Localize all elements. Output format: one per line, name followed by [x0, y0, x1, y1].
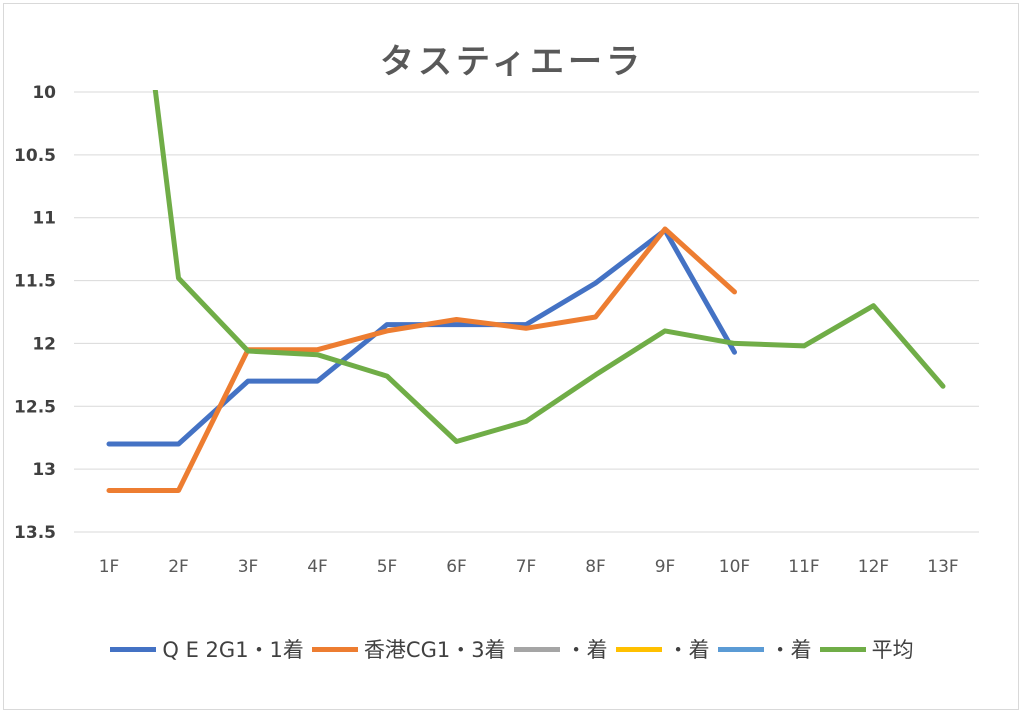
- legend-swatch: [819, 646, 866, 652]
- y-tick-label: 12: [32, 334, 56, 354]
- legend-label: ・着: [565, 638, 608, 662]
- x-tick-label: 2F: [168, 557, 189, 577]
- legend-swatch: [717, 646, 764, 652]
- legend-label: Q E 2G1・1着: [162, 638, 304, 662]
- x-tick-label: 8F: [585, 557, 606, 577]
- legend-swatch: [513, 646, 560, 652]
- legend-swatch: [110, 646, 157, 652]
- legend-label: ・着: [769, 638, 812, 662]
- legend-item: 香港CG1・3着: [311, 634, 506, 664]
- x-axis-ticks: 1F 2F 3F 4F 5F 6F 7F 8F 9F 10F 11F 12F 13F: [99, 557, 959, 577]
- legend-label: 平均: [871, 638, 914, 662]
- x-tick-label: 6F: [446, 557, 467, 577]
- x-tick-label: 12F: [858, 557, 889, 577]
- plot-area: 10 10.5 11 11.5 12 12.5 13 13.5 1F 2F 3F 4F 5F 6F 7F 8…: [14, 83, 979, 577]
- legend-item: 平均: [819, 634, 914, 664]
- series-lines: [106, 90, 946, 493]
- y-tick-label: 13: [32, 460, 56, 480]
- y-tick-label: 10.5: [14, 146, 56, 166]
- legend-label: 香港CG1・3着: [363, 638, 506, 662]
- x-tick-label: 4F: [307, 557, 328, 577]
- x-tick-label: 7F: [516, 557, 537, 577]
- legend-item: Q E 2G1・1着: [110, 634, 304, 664]
- x-tick-label: 3F: [238, 557, 259, 577]
- x-tick-label: 9F: [655, 557, 676, 577]
- legend-item: ・着: [615, 634, 710, 664]
- series-line-1: [106, 226, 737, 493]
- chart-area: タスティエーラ 10 10.5 11 11.5 12 12.5 13 13.5 1F 2F 3F 4…: [3, 3, 1019, 710]
- series-line-5: [152, 90, 946, 444]
- legend-item: ・着: [513, 634, 608, 664]
- chart-title: タスティエーラ: [380, 42, 644, 82]
- x-tick-label: 1F: [99, 557, 120, 577]
- y-tick-label: 11.5: [14, 272, 56, 292]
- y-tick-label: 13.5: [14, 523, 56, 543]
- x-tick-label: 11F: [788, 557, 819, 577]
- x-tick-label: 10F: [719, 557, 750, 577]
- legend-item: ・着: [717, 634, 812, 664]
- legend-swatch: [615, 646, 662, 652]
- gridlines: [74, 91, 979, 533]
- legend: Q E 2G1・1着 香港CG1・3着 ・着 ・着 ・着 平均: [4, 632, 1020, 666]
- y-tick-label: 10: [32, 83, 56, 103]
- x-tick-label: 13F: [927, 557, 958, 577]
- y-tick-label: 12.5: [14, 397, 56, 417]
- y-tick-label: 11: [32, 209, 56, 229]
- legend-swatch: [311, 646, 358, 652]
- legend-label: ・着: [667, 638, 710, 662]
- y-axis-ticks: 10 10.5 11 11.5 12 12.5 13 13.5: [14, 83, 56, 543]
- x-tick-label: 5F: [377, 557, 398, 577]
